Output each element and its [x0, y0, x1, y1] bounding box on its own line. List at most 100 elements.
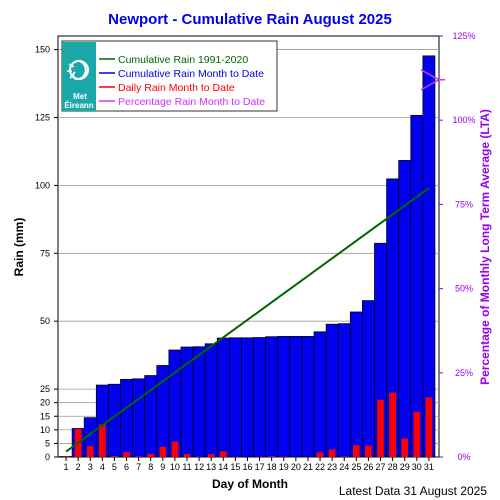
right-tick-label: 25%	[455, 368, 473, 378]
daily-bar	[62, 456, 70, 457]
x-tick-label: 24	[339, 462, 349, 472]
x-tick-label: 1	[64, 462, 69, 472]
daily-bar	[171, 441, 179, 457]
chart-title: Newport - Cumulative Rain August 2025	[108, 11, 392, 28]
x-tick-label: 21	[303, 462, 313, 472]
cumulative-bar	[265, 336, 279, 458]
cumulative-bar	[289, 336, 303, 458]
right-tick-label: 50%	[455, 284, 473, 294]
y-tick-label: 5	[45, 438, 50, 448]
x-tick-label: 31	[424, 462, 434, 472]
x-tick-label: 28	[388, 462, 398, 472]
x-tick-label: 10	[170, 462, 180, 472]
y-tick-label: 15	[40, 411, 50, 421]
daily-bar	[401, 438, 409, 457]
left-y-ticks: 0 5 10 15 20 25 50 75 100 125 150	[35, 45, 58, 462]
daily-bar	[316, 452, 324, 457]
y-tick-label: 50	[40, 316, 50, 326]
cumulative-bar	[216, 337, 230, 458]
cumulative-bar	[132, 378, 146, 458]
legend: Met Éireann Cumulative Rain 1991-2020 Cu…	[61, 40, 278, 112]
x-tick-label: 25	[351, 462, 361, 472]
x-tick-label: 12	[194, 462, 204, 472]
daily-bar	[328, 449, 336, 457]
legend-label-percentage: Percentage Rain Month to Date	[118, 96, 265, 108]
percentage-marker	[420, 69, 445, 91]
daily-bar	[183, 454, 191, 457]
cumulative-bar	[277, 336, 291, 458]
right-tick-label: 125%	[452, 31, 475, 41]
x-tick-label: 16	[242, 462, 252, 472]
x-tick-label: 18	[267, 462, 277, 472]
lta-line-group	[65, 187, 430, 453]
cumulative-bar	[325, 323, 339, 458]
daily-bar	[135, 456, 142, 457]
legend-label-lta: Cumulative Rain 1991-2020	[118, 54, 248, 66]
logo-text-eireann: Éireann	[64, 101, 93, 110]
x-tick-label: 20	[291, 462, 301, 472]
daily-bar	[111, 456, 118, 457]
y-tick-label: 20	[40, 398, 50, 408]
y-tick-label: 75	[40, 248, 50, 258]
x-tick-label: 13	[206, 462, 216, 472]
daily-bar	[159, 446, 167, 457]
cumulative-bar	[349, 311, 363, 458]
lta-line	[65, 187, 430, 453]
y-axis-label: Rain (mm)	[12, 218, 26, 277]
cumulative-bar	[301, 336, 315, 458]
right-y-axis-label: Percentage of Monthly Long Term Average …	[478, 109, 492, 385]
x-tick-label: 30	[412, 462, 422, 472]
legend-label-cumulative: Cumulative Rain Month to Date	[118, 68, 264, 80]
daily-bar	[413, 411, 421, 457]
x-tick-label: 23	[327, 462, 337, 472]
cumulative-bar	[241, 337, 254, 458]
legend-box	[61, 40, 278, 112]
y-tick-label: 25	[40, 384, 50, 394]
x-tick-label: 2	[76, 462, 81, 472]
x-tick-label: 17	[255, 462, 265, 472]
x-tick-label: 29	[400, 462, 410, 472]
cumulative-bar	[168, 349, 182, 458]
x-tick-label: 4	[100, 462, 105, 472]
cumulative-bar	[120, 378, 133, 458]
daily-bar	[99, 424, 106, 457]
x-tick-label: 14	[218, 462, 228, 472]
x-axis-label: Day of Month	[212, 477, 288, 491]
percentage-marker-group	[420, 69, 445, 91]
x-tick-label: 15	[230, 462, 240, 472]
cumulative-bars	[59, 55, 436, 458]
logo-background	[62, 42, 96, 111]
y-tick-label: 125	[35, 112, 50, 122]
logo-text-met: Met	[73, 92, 87, 101]
y-tick-label: 100	[35, 180, 50, 190]
x-tick-label: 5	[112, 462, 117, 472]
y-tick-label: 150	[35, 45, 50, 55]
x-tick-label: 6	[124, 462, 129, 472]
y-tick-label: 10	[40, 425, 50, 435]
x-tick-label: 22	[315, 462, 325, 472]
cumulative-bar	[228, 337, 242, 458]
x-tick-label: 27	[376, 462, 386, 472]
x-tick-label: 26	[363, 462, 373, 472]
cumulative-bar	[313, 331, 327, 458]
latest-data-footer: Latest Data 31 August 2025	[339, 484, 487, 498]
swirl-icon	[67, 60, 89, 81]
daily-bar	[353, 445, 360, 457]
y-tick-label: 0	[45, 452, 50, 462]
x-tick-label: 9	[160, 462, 165, 472]
daily-bar	[377, 399, 384, 457]
daily-bar	[268, 456, 275, 457]
x-tick-label: 7	[136, 462, 141, 472]
met-eireann-logo: Met Éireann	[62, 42, 96, 111]
cumulative-bar	[410, 114, 424, 458]
daily-bar	[340, 456, 348, 457]
daily-bar	[365, 445, 372, 457]
cumulative-bar	[192, 346, 206, 458]
daily-bar	[389, 392, 396, 457]
right-tick-label: 100%	[452, 115, 475, 125]
daily-bar	[207, 454, 215, 457]
daily-bar	[123, 452, 130, 457]
cumulative-bar	[362, 300, 375, 458]
daily-bar	[147, 453, 155, 457]
